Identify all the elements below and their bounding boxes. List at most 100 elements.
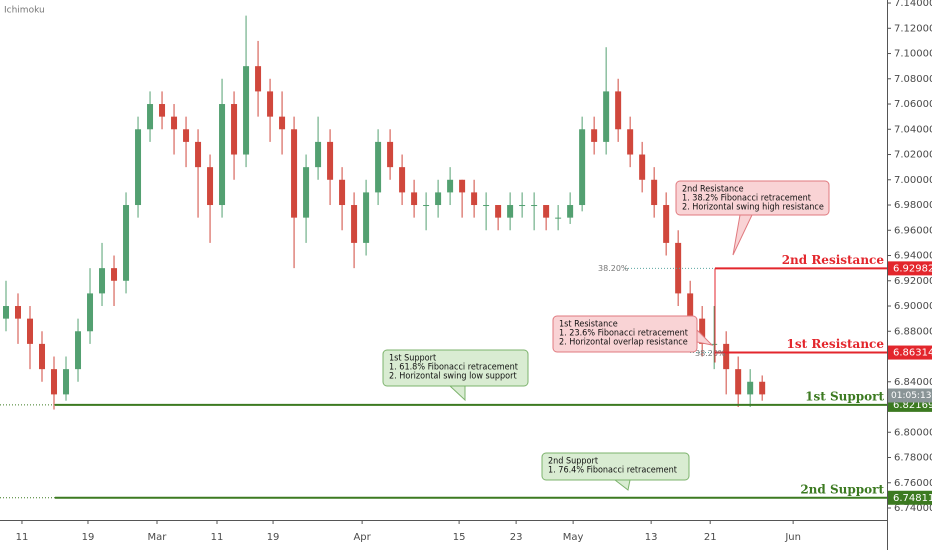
candle-body	[51, 369, 58, 395]
countdown-label: 01:05:13	[891, 391, 931, 401]
candle-body	[207, 167, 214, 206]
callout-line: 2. Horizontal swing low support	[389, 372, 517, 382]
candle-body	[123, 205, 130, 281]
candle-body	[363, 192, 370, 243]
callout-line: 2. Horizontal swing high resistance	[682, 203, 824, 213]
candle-body	[519, 205, 526, 207]
candle-body	[699, 318, 706, 344]
callout-line: 2. Horizontal overlap resistance	[559, 338, 688, 348]
y-tick-label: 7.02000	[894, 150, 932, 161]
y-tick-label: 6.88000	[894, 326, 932, 337]
candle-body	[555, 217, 562, 219]
y-tick-label: 7.12000	[894, 23, 932, 34]
candle-body	[723, 343, 730, 370]
candle-body	[243, 66, 250, 155]
price-tag-label: 6.82169	[893, 400, 932, 411]
candle-body	[675, 242, 682, 294]
candle-body	[663, 205, 670, 243]
candle-body	[135, 129, 142, 206]
y-tick-label: 6.76000	[894, 478, 932, 489]
callout-line: 1. 38.2% Fibonacci retracement	[682, 194, 811, 204]
x-tick-label: 11	[16, 532, 29, 543]
candle-body	[615, 91, 622, 130]
y-tick-label: 7.08000	[894, 74, 932, 85]
price-tag	[888, 261, 932, 276]
candle-body	[507, 205, 514, 218]
candle-body	[759, 381, 766, 395]
callout-line: 1. 61.8% Fibonacci retracement	[389, 363, 518, 373]
x-tick-label: 15	[453, 532, 466, 543]
candle-body	[39, 343, 46, 370]
candle-body	[411, 192, 418, 206]
y-tick-label: 7.10000	[894, 49, 932, 60]
y-tick-label: 6.94000	[894, 251, 932, 262]
y-tick-label: 6.98000	[894, 200, 932, 211]
y-tick-label: 7.04000	[894, 124, 932, 135]
candle-body	[591, 129, 598, 142]
callout-title: 1st Support	[389, 354, 436, 364]
indicator-name: Ichimoku	[4, 6, 45, 16]
y-tick-label: 6.78000	[894, 453, 932, 464]
y-tick-label: 6.92000	[894, 276, 932, 287]
candle-body	[63, 369, 70, 395]
price-tag	[888, 490, 932, 505]
y-tick-label: 6.90000	[894, 301, 932, 312]
candle-body	[747, 381, 754, 395]
y-tick-label: 7.06000	[894, 99, 932, 110]
candle-body	[291, 129, 298, 218]
candle-body	[27, 318, 34, 344]
callout-line: 1. 23.6% Fibonacci retracement	[559, 329, 688, 339]
candle-body	[459, 179, 466, 193]
candle-body	[483, 205, 490, 207]
candle-body	[267, 91, 274, 117]
candle-body	[75, 331, 82, 370]
candle-body	[543, 205, 550, 218]
candle-body	[87, 293, 94, 332]
candle-body	[279, 116, 286, 130]
candle-body	[339, 179, 346, 206]
candle-body	[531, 205, 538, 207]
price-tag	[888, 345, 932, 360]
y-tick-label: 6.84000	[894, 377, 932, 388]
y-tick-label: 7.00000	[894, 175, 932, 186]
candle-body	[219, 104, 226, 206]
candle-body	[171, 116, 178, 130]
candle-body	[687, 293, 694, 319]
y-tick-label: 6.80000	[894, 427, 932, 438]
candle-body	[111, 268, 118, 281]
candle-body	[183, 129, 190, 142]
candle-body	[651, 179, 658, 206]
candle-body	[99, 268, 106, 294]
candle-body	[159, 104, 166, 117]
candle-body	[627, 129, 634, 155]
candle-body	[375, 141, 382, 193]
callout-box	[541, 452, 690, 481]
candle-body	[423, 205, 430, 207]
candle-body	[639, 154, 646, 180]
y-tick-label: 6.74000	[894, 503, 932, 514]
candle-body	[603, 91, 610, 142]
candle-body	[447, 179, 454, 193]
x-tick-label: 23	[510, 532, 523, 543]
x-tick-label: 21	[704, 532, 717, 543]
callout-box	[552, 315, 698, 353]
candle-body	[711, 343, 718, 345]
y-tick-label: 6.96000	[894, 225, 932, 236]
candle-body	[303, 167, 310, 218]
x-tick-label: 13	[645, 532, 658, 543]
level-name: 1st Resistance	[787, 337, 885, 351]
candle-body	[567, 205, 574, 218]
candle-body	[471, 192, 478, 206]
candle-body	[3, 306, 10, 319]
price-tag-label: 6.86314	[893, 348, 932, 359]
y-tick-label: 7.14000	[894, 0, 932, 9]
level-name: 1st Support	[805, 389, 884, 403]
x-tick-label: May	[563, 532, 584, 543]
price-tag-label: 6.92982	[893, 263, 932, 274]
fib-label: 38.20%	[598, 264, 629, 273]
x-tick-label: 19	[267, 532, 280, 543]
level-name: 2nd Resistance	[782, 253, 885, 267]
callout-line: 1. 76.4% Fibonacci retracement	[548, 466, 677, 476]
